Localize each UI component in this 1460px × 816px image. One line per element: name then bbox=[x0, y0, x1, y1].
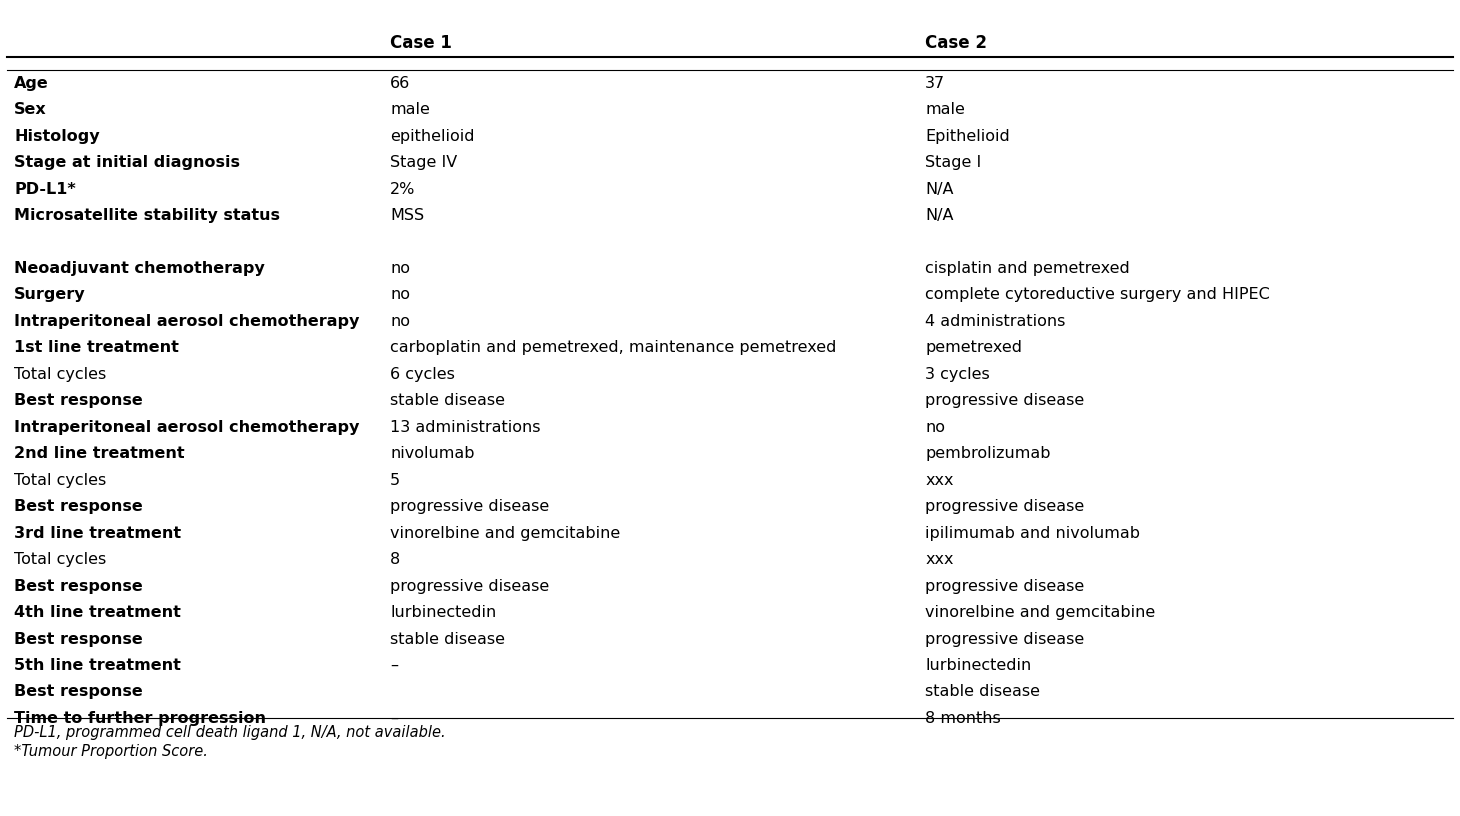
Text: Best response: Best response bbox=[15, 499, 143, 514]
Text: pemetrexed: pemetrexed bbox=[926, 340, 1022, 355]
Text: 5th line treatment: 5th line treatment bbox=[15, 658, 181, 673]
Text: 2nd line treatment: 2nd line treatment bbox=[15, 446, 185, 461]
Text: Intraperitoneal aerosol chemotherapy: Intraperitoneal aerosol chemotherapy bbox=[15, 419, 359, 435]
Text: progressive disease: progressive disease bbox=[390, 579, 549, 593]
Text: Microsatellite stability status: Microsatellite stability status bbox=[15, 208, 280, 223]
Text: 8 months: 8 months bbox=[926, 711, 1002, 726]
Text: no: no bbox=[390, 287, 410, 303]
Text: 4th line treatment: 4th line treatment bbox=[15, 605, 181, 620]
Text: 8: 8 bbox=[390, 552, 400, 567]
Text: PD-L1*: PD-L1* bbox=[15, 181, 76, 197]
Text: progressive disease: progressive disease bbox=[926, 499, 1085, 514]
Text: stable disease: stable disease bbox=[390, 632, 505, 646]
Text: Total cycles: Total cycles bbox=[15, 367, 107, 382]
Text: no: no bbox=[926, 419, 945, 435]
Text: Time to further progression: Time to further progression bbox=[15, 711, 266, 726]
Text: xxx: xxx bbox=[926, 552, 953, 567]
Text: Stage IV: Stage IV bbox=[390, 155, 457, 170]
Text: 13 administrations: 13 administrations bbox=[390, 419, 540, 435]
Text: Best response: Best response bbox=[15, 632, 143, 646]
Text: 3rd line treatment: 3rd line treatment bbox=[15, 526, 181, 541]
Text: 5: 5 bbox=[390, 472, 400, 488]
Text: Total cycles: Total cycles bbox=[15, 552, 107, 567]
Text: 1st line treatment: 1st line treatment bbox=[15, 340, 180, 355]
Text: epithelioid: epithelioid bbox=[390, 129, 475, 144]
Text: –: – bbox=[390, 711, 399, 726]
Text: Surgery: Surgery bbox=[15, 287, 86, 303]
Text: xxx: xxx bbox=[926, 472, 953, 488]
Text: 3 cycles: 3 cycles bbox=[926, 367, 990, 382]
Text: MSS: MSS bbox=[390, 208, 425, 223]
Text: vinorelbine and gemcitabine: vinorelbine and gemcitabine bbox=[926, 605, 1155, 620]
Text: progressive disease: progressive disease bbox=[390, 499, 549, 514]
Text: progressive disease: progressive disease bbox=[926, 393, 1085, 408]
Text: *Tumour Proportion Score.: *Tumour Proportion Score. bbox=[15, 744, 209, 759]
Text: nivolumab: nivolumab bbox=[390, 446, 475, 461]
Text: N/A: N/A bbox=[926, 208, 953, 223]
Text: complete cytoreductive surgery and HIPEC: complete cytoreductive surgery and HIPEC bbox=[926, 287, 1270, 303]
Text: PD-L1, programmed cell death ligand 1, N/A, not available.: PD-L1, programmed cell death ligand 1, N… bbox=[15, 725, 445, 740]
Text: Intraperitoneal aerosol chemotherapy: Intraperitoneal aerosol chemotherapy bbox=[15, 314, 359, 329]
Text: Best response: Best response bbox=[15, 393, 143, 408]
Text: 4 administrations: 4 administrations bbox=[926, 314, 1066, 329]
Text: no: no bbox=[390, 261, 410, 276]
Text: ipilimumab and nivolumab: ipilimumab and nivolumab bbox=[926, 526, 1140, 541]
Text: 2%: 2% bbox=[390, 181, 416, 197]
Text: N/A: N/A bbox=[926, 181, 953, 197]
Text: Neoadjuvant chemotherapy: Neoadjuvant chemotherapy bbox=[15, 261, 264, 276]
Text: no: no bbox=[390, 314, 410, 329]
Text: stable disease: stable disease bbox=[390, 393, 505, 408]
Text: Stage at initial diagnosis: Stage at initial diagnosis bbox=[15, 155, 241, 170]
Text: progressive disease: progressive disease bbox=[926, 632, 1085, 646]
Text: progressive disease: progressive disease bbox=[926, 579, 1085, 593]
Text: Case 2: Case 2 bbox=[926, 34, 987, 52]
Text: Histology: Histology bbox=[15, 129, 99, 144]
Text: carboplatin and pemetrexed, maintenance pemetrexed: carboplatin and pemetrexed, maintenance … bbox=[390, 340, 837, 355]
Text: 6 cycles: 6 cycles bbox=[390, 367, 456, 382]
Text: stable disease: stable disease bbox=[926, 685, 1040, 699]
Text: –: – bbox=[390, 658, 399, 673]
Text: Best response: Best response bbox=[15, 685, 143, 699]
Text: Total cycles: Total cycles bbox=[15, 472, 107, 488]
Text: Best response: Best response bbox=[15, 579, 143, 593]
Text: Stage I: Stage I bbox=[926, 155, 981, 170]
Text: 66: 66 bbox=[390, 76, 410, 91]
Text: male: male bbox=[926, 102, 965, 118]
Text: lurbinectedin: lurbinectedin bbox=[390, 605, 496, 620]
Text: vinorelbine and gemcitabine: vinorelbine and gemcitabine bbox=[390, 526, 620, 541]
Text: 37: 37 bbox=[926, 76, 946, 91]
Text: Sex: Sex bbox=[15, 102, 47, 118]
Text: cisplatin and pemetrexed: cisplatin and pemetrexed bbox=[926, 261, 1130, 276]
Text: male: male bbox=[390, 102, 431, 118]
Text: Epithelioid: Epithelioid bbox=[926, 129, 1010, 144]
Text: lurbinectedin: lurbinectedin bbox=[926, 658, 1031, 673]
Text: pembrolizumab: pembrolizumab bbox=[926, 446, 1051, 461]
Text: Case 1: Case 1 bbox=[390, 34, 453, 52]
Text: Age: Age bbox=[15, 76, 50, 91]
